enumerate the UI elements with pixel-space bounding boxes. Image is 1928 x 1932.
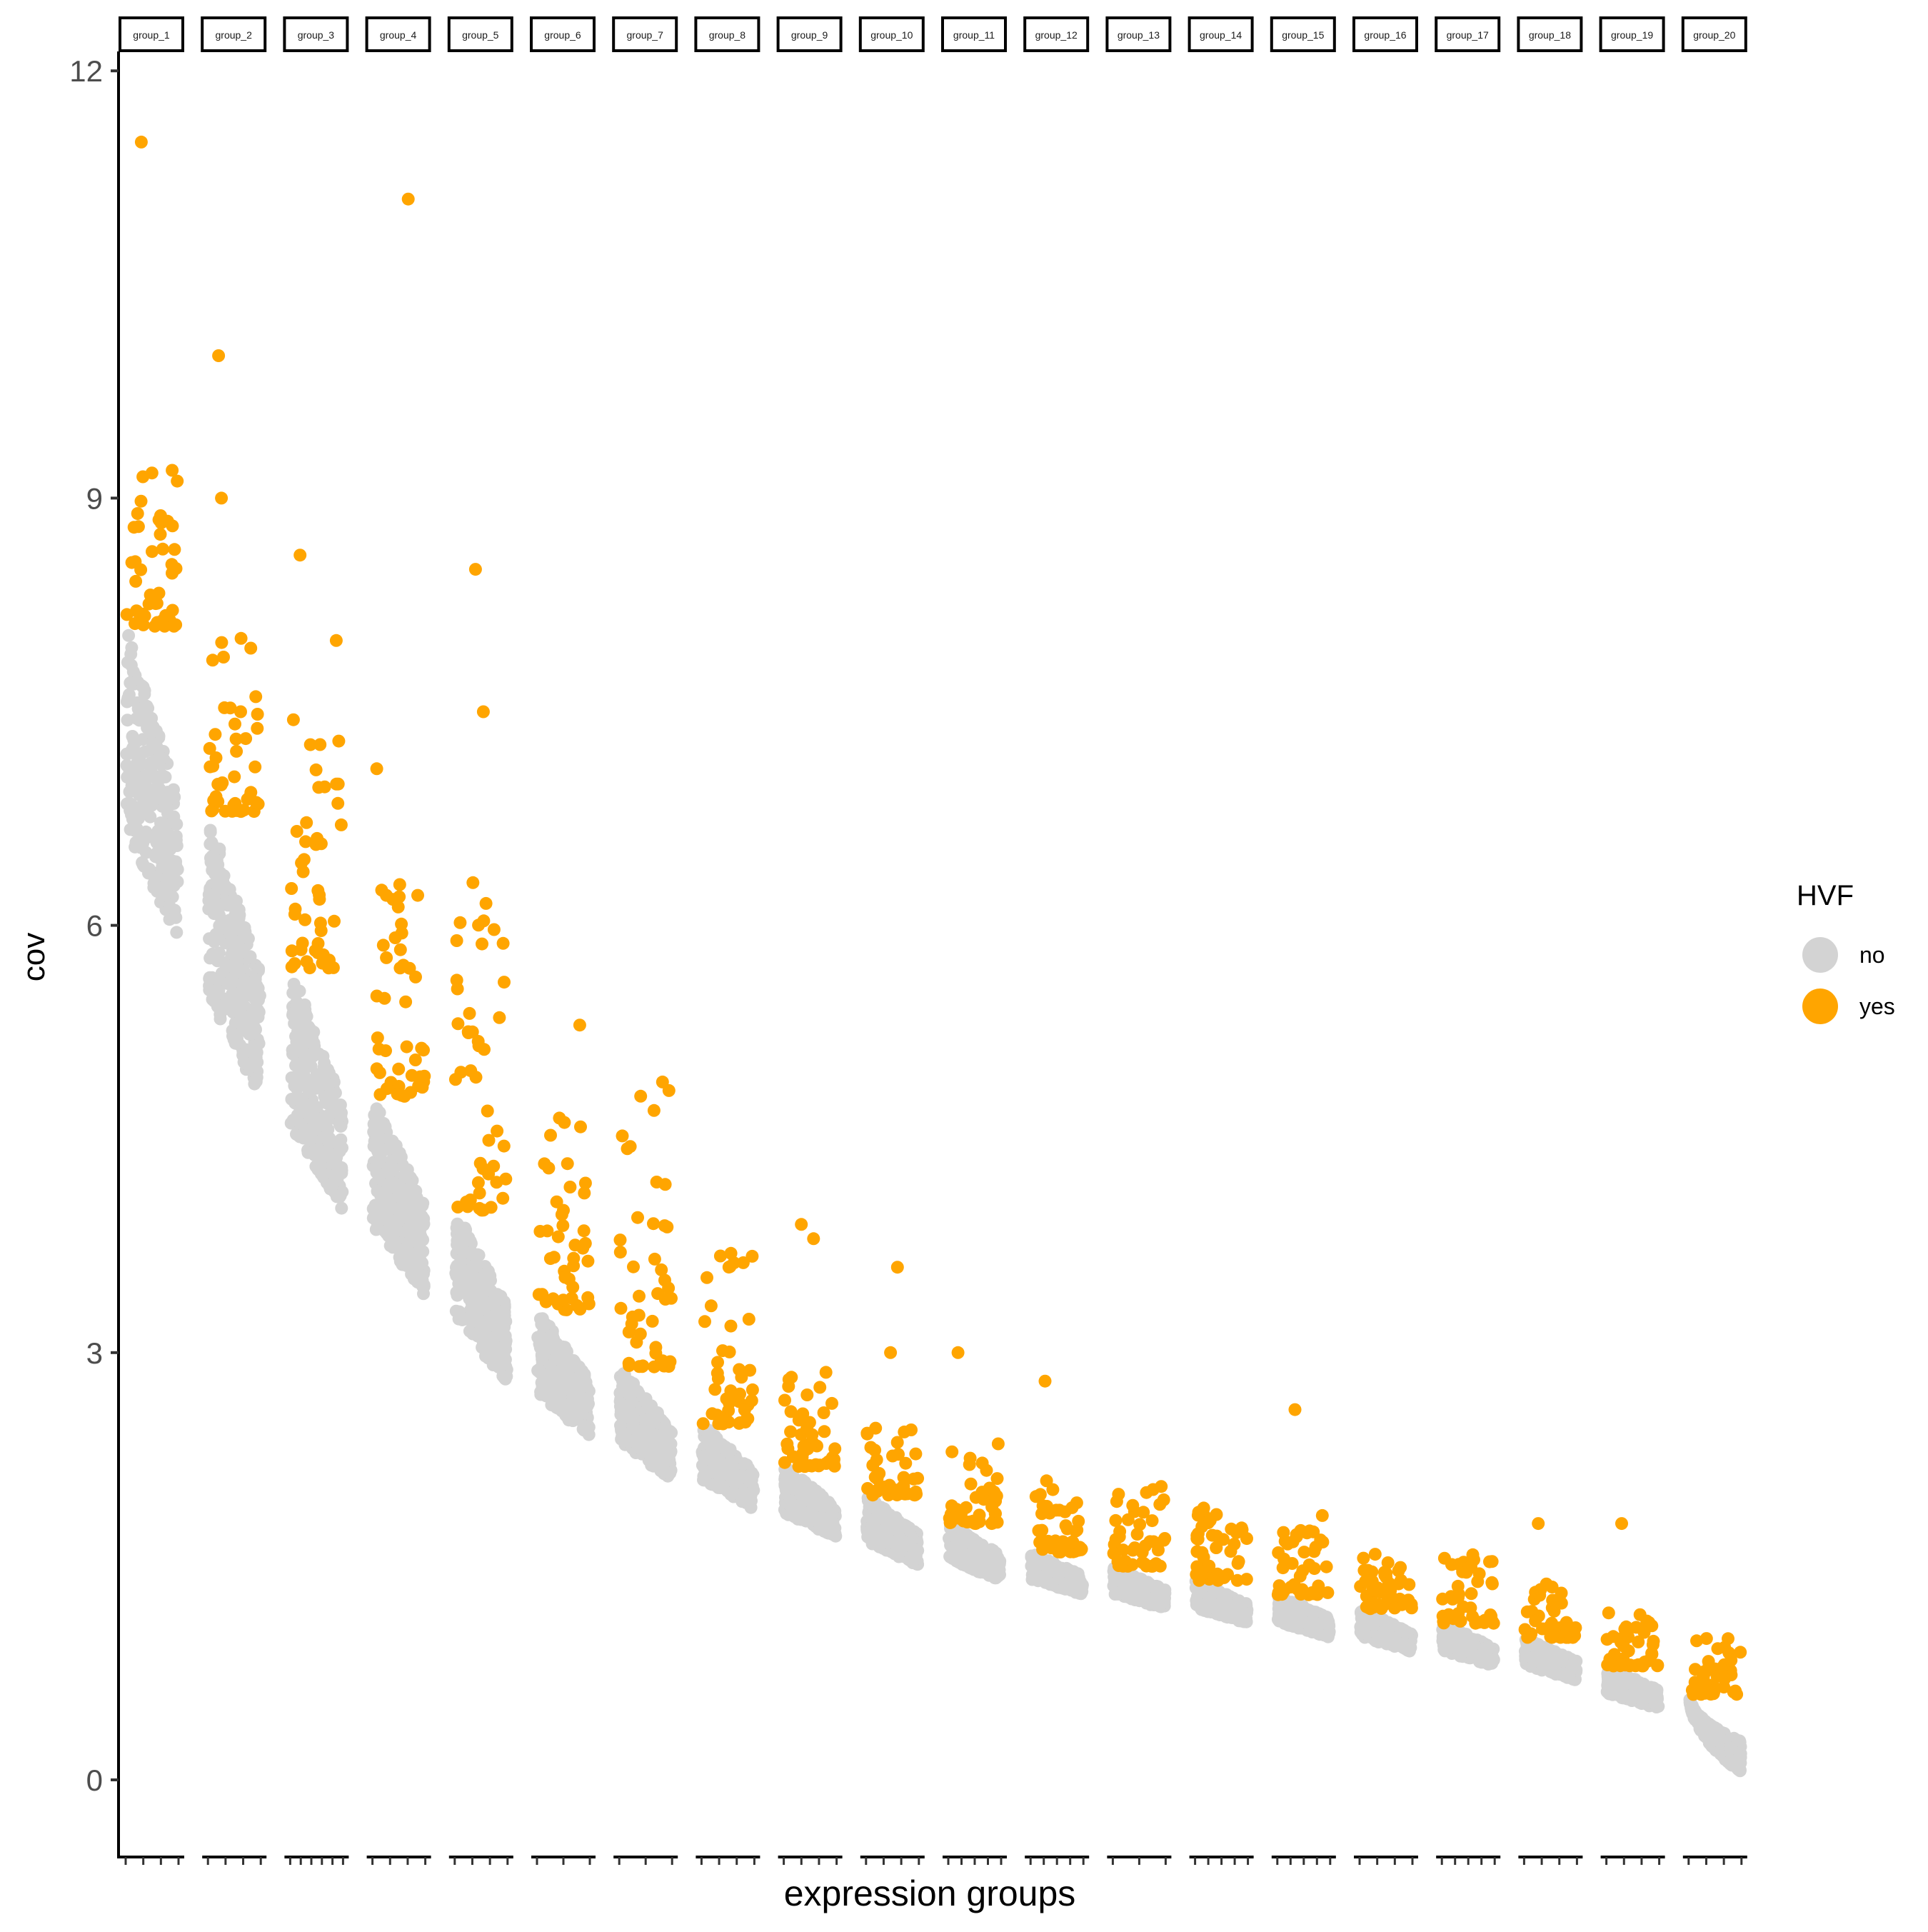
legend-item-no: no: [1792, 929, 1907, 981]
axes: 0 3 6 9 12: [69, 51, 1747, 1865]
facet-strip-3: group_3: [283, 16, 349, 52]
y-tick-label: 6: [86, 909, 103, 943]
facet-strip-6: group_6: [530, 16, 596, 52]
facet-strip-7: group_7: [612, 16, 678, 52]
legend-label-no: no: [1859, 941, 1885, 968]
svg-text:group_10: group_10: [870, 29, 913, 41]
legend: HVF no yes: [1792, 880, 1907, 1032]
x-axis-title: expression groups: [784, 1873, 1076, 1913]
svg-text:group_13: group_13: [1118, 29, 1160, 41]
svg-text:group_3: group_3: [298, 29, 335, 41]
svg-text:group_18: group_18: [1529, 29, 1571, 41]
svg-text:group_19: group_19: [1611, 29, 1653, 41]
svg-text:group_17: group_17: [1447, 29, 1489, 41]
svg-text:group_8: group_8: [709, 29, 746, 41]
facet-strip-20: group_20: [1681, 16, 1747, 52]
legend-swatch-no-icon: [1802, 937, 1838, 973]
facet-strip-9: group_9: [776, 16, 843, 52]
legend-swatch-yes-icon: [1802, 988, 1838, 1024]
y-tick-label: 0: [86, 1763, 103, 1797]
facet-strip-12: group_12: [1023, 16, 1090, 52]
svg-text:group_11: group_11: [953, 29, 995, 41]
facet-strip-18: group_18: [1517, 16, 1583, 52]
facet-strip-5: group_5: [447, 16, 513, 52]
svg-text:group_12: group_12: [1035, 29, 1078, 41]
facet-strip-19: group_19: [1599, 16, 1665, 52]
points-layer: [120, 135, 1747, 1778]
y-axis-title: cov: [16, 933, 51, 981]
svg-text:group_2: group_2: [216, 29, 253, 41]
y-tick-label: 3: [86, 1336, 103, 1370]
svg-text:group_14: group_14: [1200, 29, 1242, 41]
svg-text:group_4: group_4: [380, 29, 417, 41]
svg-text:group_6: group_6: [544, 29, 581, 41]
svg-text:group_15: group_15: [1282, 29, 1324, 41]
facet-strips: group_1 group_2 group_3 group_4 group_5 group…: [119, 16, 1747, 52]
facet-strip-14: group_14: [1188, 16, 1254, 52]
facet-strip-11: group_11: [941, 16, 1007, 52]
y-tick-label: 12: [69, 54, 103, 88]
svg-text:group_1: group_1: [133, 29, 170, 41]
svg-text:group_16: group_16: [1364, 29, 1406, 41]
svg-text:group_7: group_7: [627, 29, 664, 41]
svg-text:group_20: group_20: [1693, 29, 1735, 41]
legend-item-yes: yes: [1792, 981, 1907, 1032]
facet-strip-1: group_1: [119, 16, 184, 52]
legend-title: HVF: [1797, 880, 1854, 911]
facet-strip-2: group_2: [201, 16, 267, 52]
facet-strip-4: group_4: [365, 16, 431, 52]
facet-strip-13: group_13: [1105, 16, 1172, 52]
facet-strip-15: group_15: [1270, 16, 1336, 52]
svg-text:group_5: group_5: [462, 29, 499, 41]
y-tick-label: 9: [86, 481, 103, 515]
facet-strip-17: group_17: [1435, 16, 1501, 52]
facet-strip-8: group_8: [694, 16, 760, 52]
facet-strip-10: group_10: [858, 16, 925, 52]
facet-strip-16: group_16: [1352, 16, 1418, 52]
svg-text:group_9: group_9: [791, 29, 828, 41]
legend-label-yes: yes: [1859, 993, 1895, 1019]
